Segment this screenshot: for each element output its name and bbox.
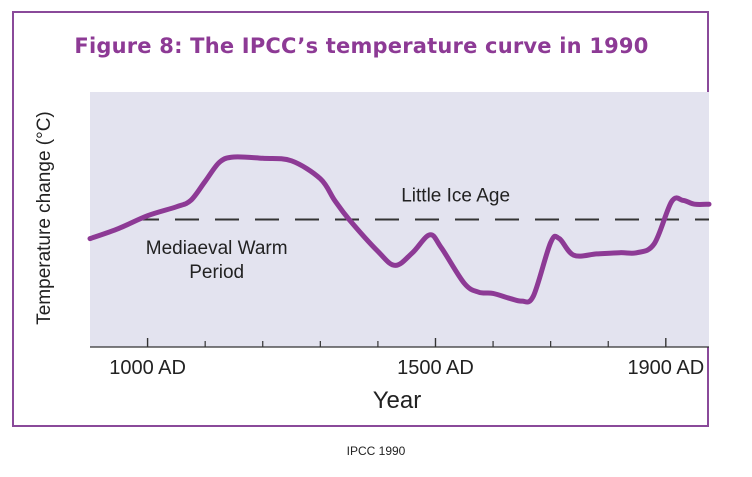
series-line (87, 154, 712, 305)
x-tick-label: 1900 AD (627, 357, 704, 379)
x-tick-labels: 1000 AD 1500 AD 1900 AD (109, 357, 704, 379)
x-minor-ticks (204, 341, 609, 347)
x-major-ticks (146, 338, 667, 347)
annotations: Little Ice Age Mediaeval Warm Period (146, 186, 510, 284)
x-axis-label: Year (373, 387, 422, 414)
annotation-label: Little Ice Age (401, 186, 510, 207)
source-caption: IPCC 1990 (346, 444, 406, 458)
chart-title: Figure 8: The IPCC’s temperature curve i… (74, 34, 649, 58)
annotation-label: Mediaeval Warm (146, 238, 288, 259)
x-tick-label: 1000 AD (109, 357, 186, 379)
annotation-label: Period (189, 262, 244, 283)
x-tick-label: 1500 AD (397, 357, 474, 379)
y-axis-label: Temperature change (°C) (34, 111, 55, 325)
